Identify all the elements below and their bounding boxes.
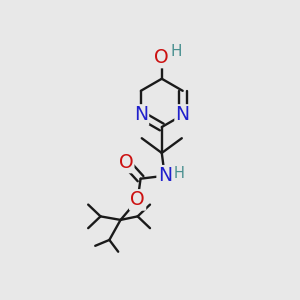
Text: N: N <box>176 106 190 124</box>
Text: O: O <box>130 190 145 209</box>
Text: O: O <box>154 48 169 67</box>
Text: N: N <box>158 166 172 185</box>
Text: H: H <box>173 166 184 181</box>
Text: N: N <box>134 106 148 124</box>
Text: H: H <box>170 44 182 59</box>
Text: O: O <box>118 153 133 172</box>
